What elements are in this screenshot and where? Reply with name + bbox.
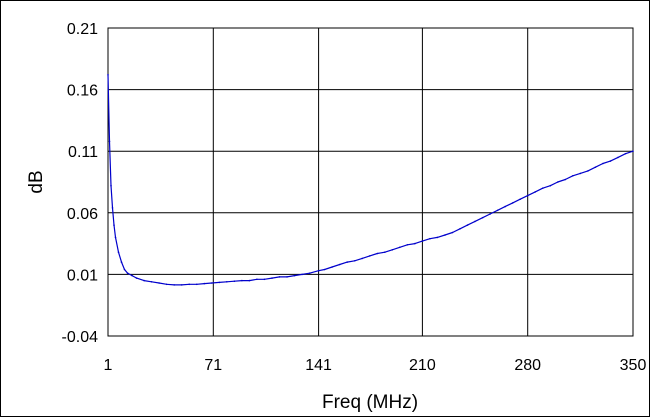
data-point (624, 152, 627, 155)
y-tick-label: 0.21 (67, 21, 98, 38)
data-point (376, 252, 379, 255)
data-point (368, 255, 371, 257)
data-point (587, 170, 589, 172)
data-point (526, 194, 529, 197)
data-point (504, 205, 506, 208)
data-point (211, 282, 213, 284)
data-point (549, 184, 552, 187)
y-tick-label: 0.11 (68, 144, 98, 161)
data-point (114, 236, 117, 239)
data-point (421, 240, 424, 242)
data-point (361, 257, 364, 260)
data-point (203, 282, 206, 285)
data-point (496, 209, 499, 212)
data-point (519, 198, 521, 200)
data-point (113, 224, 115, 226)
x-axis-ticks: 1 71 141 210 280 350 (104, 357, 647, 374)
data-point (256, 278, 258, 281)
data-point (180, 284, 183, 286)
data-point (481, 216, 484, 219)
data-point (511, 202, 514, 204)
data-point (308, 272, 311, 275)
grid (108, 28, 633, 336)
data-point (579, 172, 582, 175)
data-point (466, 224, 469, 226)
data-point (632, 150, 634, 152)
x-tick-label: 1 (104, 357, 113, 374)
x-tick-label: 71 (204, 357, 222, 374)
data-point (331, 266, 333, 268)
data-point (301, 273, 303, 276)
data-point (111, 207, 114, 209)
data-point (241, 279, 243, 282)
data-point (609, 160, 612, 162)
data-point (346, 261, 349, 263)
data-point (317, 269, 320, 272)
data-point (248, 279, 251, 282)
data-point (323, 268, 326, 271)
data-point (150, 281, 153, 283)
series-line (107, 74, 634, 286)
y-axis-ticks: 0.21 0.16 0.11 0.06 0.01 -0.04 (62, 21, 99, 346)
data-point (226, 281, 228, 283)
data-point (123, 268, 126, 271)
data-point (120, 261, 123, 263)
data-point (391, 249, 394, 251)
data-point (444, 234, 446, 236)
data-point (353, 260, 356, 262)
data-point (278, 276, 281, 278)
x-tick-label: 210 (409, 357, 436, 374)
data-point (188, 283, 190, 286)
y-axis-title: dB (26, 170, 47, 193)
data-point (110, 184, 112, 187)
data-point (459, 228, 461, 230)
data-point (414, 242, 416, 245)
data-point (474, 220, 476, 223)
y-tick-label: -0.04 (62, 329, 99, 346)
data-point (131, 274, 133, 277)
data-point (617, 156, 619, 159)
data-point (534, 191, 536, 193)
data-point (165, 283, 168, 286)
data-point (117, 251, 120, 253)
data-point (108, 140, 111, 143)
data-point (218, 281, 221, 284)
data-point (271, 277, 273, 279)
x-tick-label: 280 (514, 357, 541, 374)
data-point (107, 74, 109, 76)
data-point (489, 213, 491, 215)
data-point (572, 175, 574, 177)
data-point (429, 237, 431, 240)
x-tick-label: 350 (620, 357, 647, 374)
data-point (557, 181, 559, 183)
data-point (233, 280, 236, 283)
data-point (293, 274, 296, 277)
data-point (399, 246, 401, 249)
data-point (602, 162, 604, 165)
x-axis-title: Freq (MHz) (322, 392, 418, 413)
data-point (173, 284, 175, 286)
data-point (541, 187, 544, 189)
x-tick-label: 141 (305, 357, 332, 374)
y-tick-label: 0.06 (67, 206, 98, 223)
data-point (451, 231, 454, 234)
data-point (594, 166, 597, 168)
data-point (143, 279, 145, 282)
data-point (263, 278, 266, 281)
data-point (158, 282, 160, 284)
series-layer (107, 74, 634, 286)
y-tick-label: 0.01 (67, 267, 98, 284)
data-point (126, 272, 129, 275)
data-point (135, 277, 138, 279)
data-point (384, 251, 386, 253)
data-point (406, 244, 409, 246)
data-point (436, 236, 439, 239)
data-point (196, 283, 198, 286)
plot-area (107, 27, 634, 337)
data-point (286, 276, 288, 278)
y-tick-label: 0.16 (67, 83, 98, 100)
data-point (338, 263, 341, 266)
data-point (564, 178, 567, 181)
